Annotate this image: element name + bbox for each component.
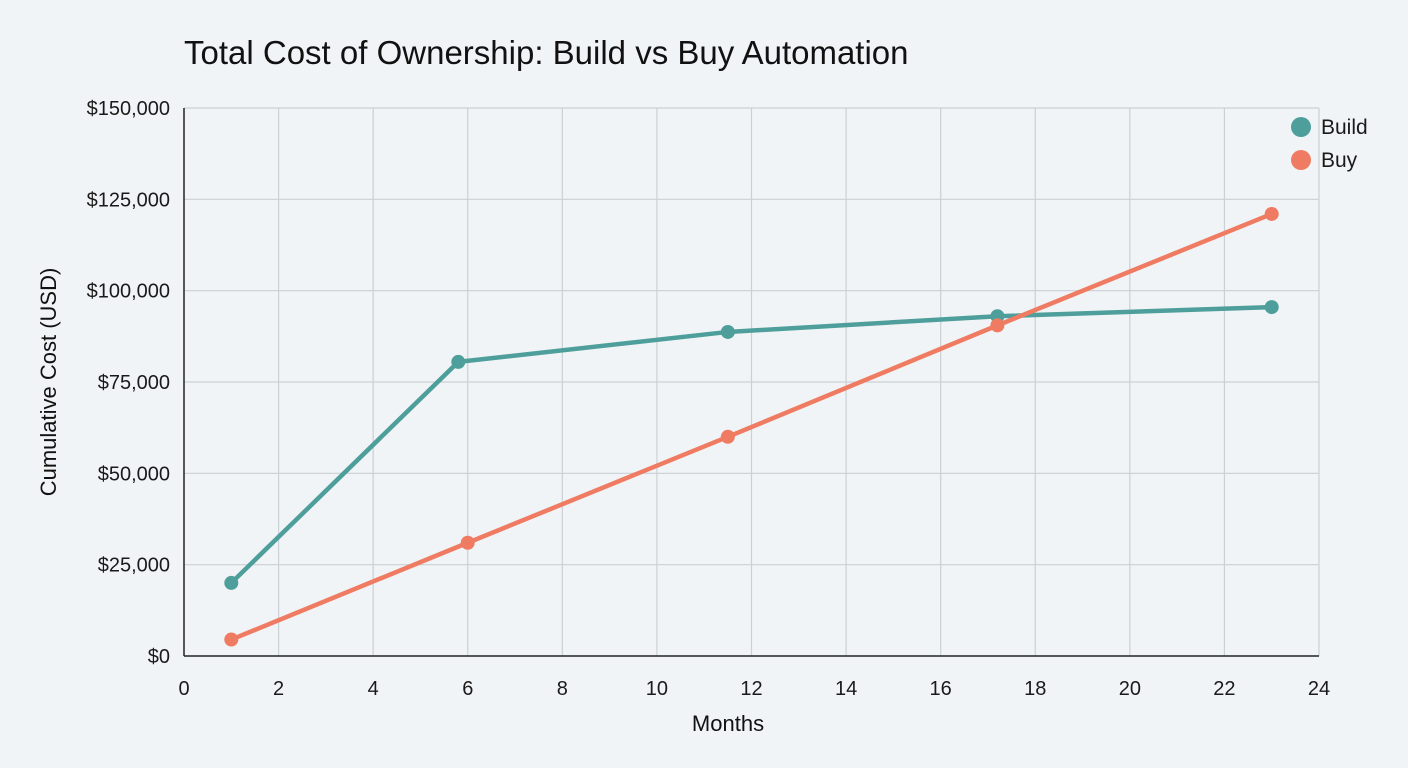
x-tick-label: 16 xyxy=(930,678,952,700)
x-tick-label: 12 xyxy=(740,678,762,700)
y-tick-label: $75,000 xyxy=(98,372,170,394)
x-tick-label: 6 xyxy=(462,678,473,700)
legend-label-buy: Buy xyxy=(1321,149,1358,172)
legend-marker-build xyxy=(1291,117,1311,137)
data-point-build[interactable] xyxy=(1264,300,1279,315)
data-point-build[interactable] xyxy=(224,575,239,590)
y-tick-label: $50,000 xyxy=(98,463,170,485)
legend-item-build[interactable]: Build xyxy=(1291,116,1368,139)
x-tick-label: 18 xyxy=(1024,678,1046,700)
y-tick-label: $150,000 xyxy=(87,98,170,120)
legend-label-build: Build xyxy=(1321,116,1368,139)
series-buy xyxy=(224,206,1279,647)
data-point-buy[interactable] xyxy=(460,535,475,550)
data-point-buy[interactable] xyxy=(720,429,735,444)
x-tick-label: 2 xyxy=(273,678,284,700)
x-tick-label: 0 xyxy=(178,678,189,700)
grid xyxy=(184,107,1320,656)
data-point-buy[interactable] xyxy=(990,318,1005,333)
x-tick-label: 14 xyxy=(835,678,857,700)
data-point-build[interactable] xyxy=(451,354,466,369)
data-point-buy[interactable] xyxy=(224,632,239,647)
legend: Build Buy xyxy=(1291,116,1368,172)
series-layer xyxy=(224,206,1279,647)
legend-marker-buy xyxy=(1291,150,1311,170)
x-tick-label: 22 xyxy=(1213,678,1235,700)
y-tick-label: $125,000 xyxy=(87,189,170,211)
x-axis-title: Months xyxy=(692,711,764,736)
series-build xyxy=(224,300,1279,590)
x-tick-label: 4 xyxy=(368,678,379,700)
x-tick-label: 10 xyxy=(646,678,668,700)
data-point-build[interactable] xyxy=(720,324,735,339)
y-axis-title: Cumulative Cost (USD) xyxy=(36,268,61,497)
y-tick-label: $100,000 xyxy=(87,281,170,303)
data-point-buy[interactable] xyxy=(1264,206,1279,221)
chart-title: Total Cost of Ownership: Build vs Buy Au… xyxy=(184,34,909,71)
y-tick-label: $25,000 xyxy=(98,555,170,577)
legend-item-buy[interactable]: Buy xyxy=(1291,149,1358,172)
x-tick-label: 8 xyxy=(557,678,568,700)
x-tick-label: 24 xyxy=(1308,678,1330,700)
axes: $0 $25,000 $50,000 $75,000 $100,000 $125,000 $… xyxy=(87,98,1331,700)
x-tick-label: 20 xyxy=(1119,678,1141,700)
y-tick-label: $0 xyxy=(148,646,170,668)
